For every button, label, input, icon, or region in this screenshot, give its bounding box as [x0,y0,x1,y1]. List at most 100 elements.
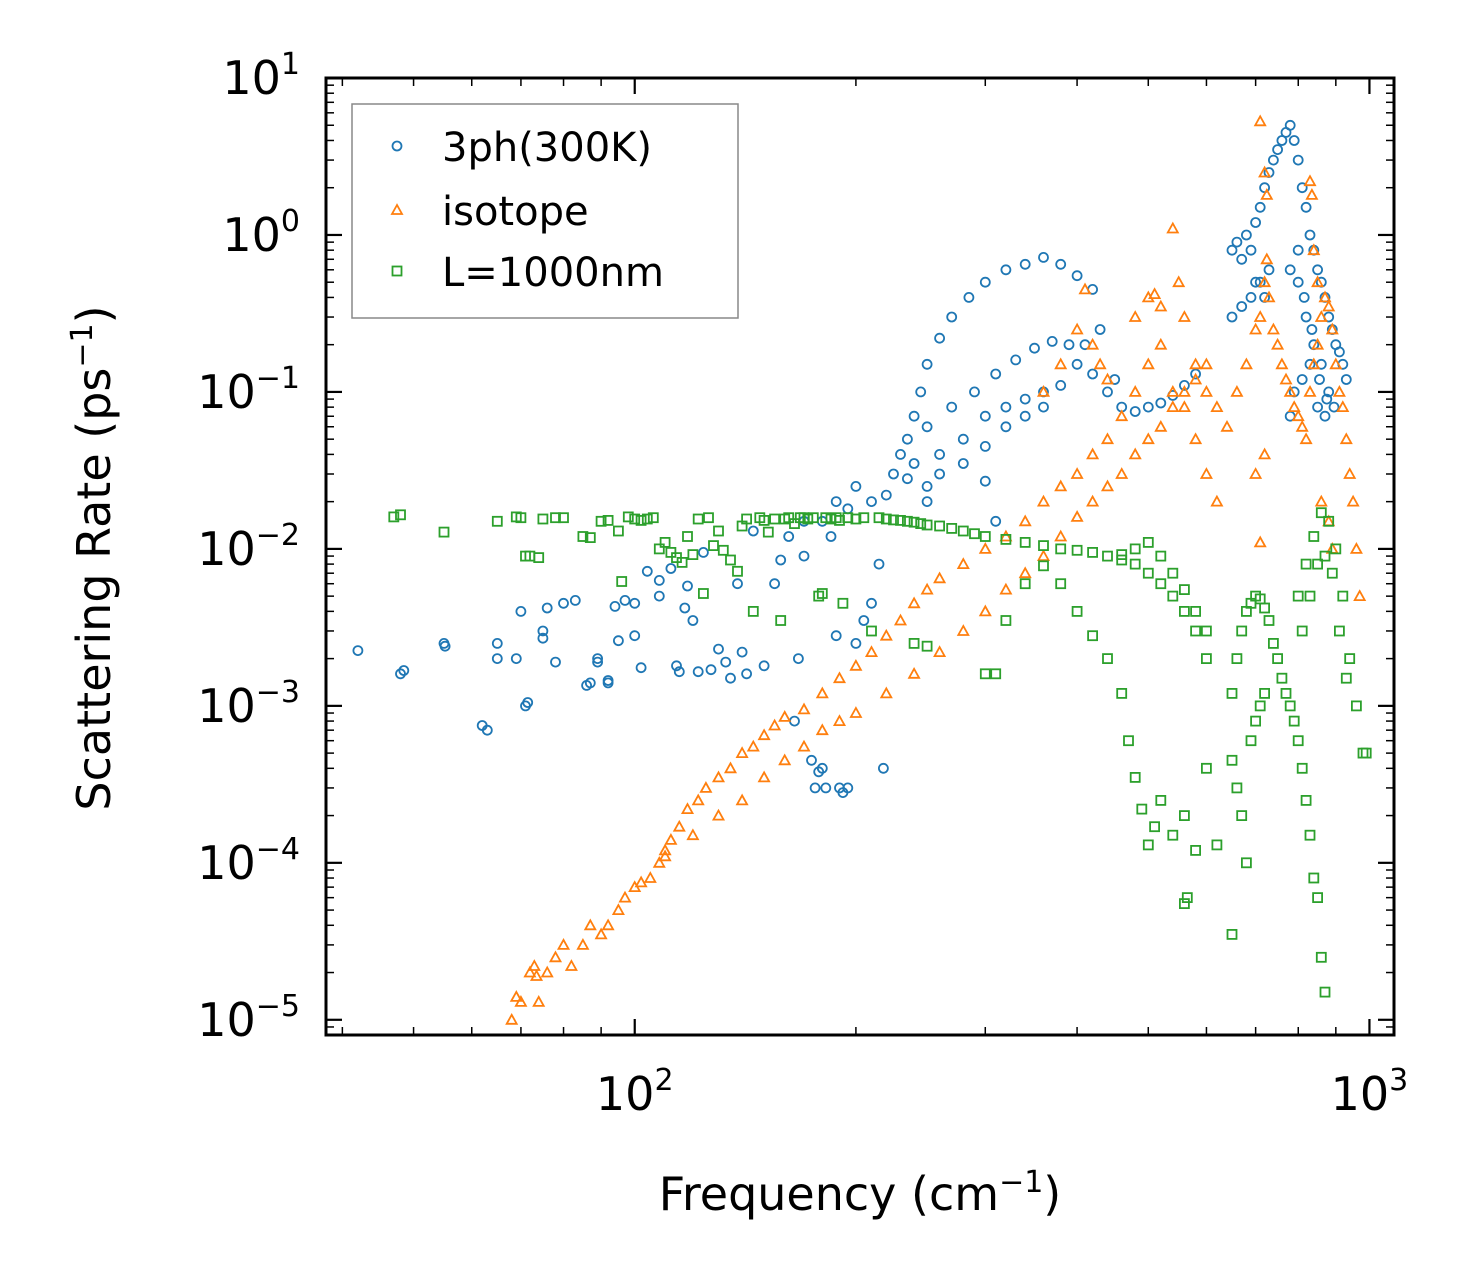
series-0-point-76 [902,433,913,445]
series-2-point-105 [1129,772,1141,783]
series-2-point-48 [789,518,800,529]
series-1-point-23 [672,819,686,832]
series-1-point-119 [1275,357,1289,370]
series-2-point-112 [1190,845,1201,856]
legend-marker-3ph [391,140,403,152]
series-1-point-7 [540,965,554,978]
series-1-point-104 [1172,275,1186,288]
series-2-point-154 [1250,715,1261,727]
series-2-point-52 [807,512,819,524]
series-0-point-13 [537,625,549,637]
series-1-point-16 [618,890,632,903]
series-0-point-49 [747,525,759,537]
series-1-point-80 [1054,529,1068,542]
legend-box [351,103,739,319]
series-0-point-139 [1245,244,1257,256]
series-1-point-71 [849,706,863,718]
series-1-point-30 [746,739,760,752]
series-1-point-89 [1177,385,1191,397]
x-tick-label-0: 102 [596,1063,674,1121]
series-2-point-101 [1087,630,1098,642]
series-0-point-181 [1321,393,1333,405]
series-2-point-92 [908,638,920,649]
series-2-point-110 [1167,829,1179,841]
series-2-point-122 [1179,584,1190,595]
series-2-point-106 [1136,803,1148,815]
series-2-point-111 [1179,810,1190,821]
series-1-point-92 [1036,385,1051,397]
series-0-point-0 [352,645,364,656]
series-1-point-0 [505,1012,519,1025]
series-2-point-170 [1312,558,1323,570]
series-0-point-52 [775,554,787,566]
series-0-point-112 [1179,379,1190,391]
series-1-point-34 [797,702,811,715]
series-0-point-185 [1296,374,1308,385]
series-2-point-70 [915,518,927,529]
series-2-point-96 [1000,615,1012,626]
series-1-point-48 [1036,494,1051,507]
series-1-point-70 [832,714,847,726]
series-1-point-137 [1343,467,1357,479]
series-1-point-139 [1349,542,1363,554]
series-2-point-89 [1179,606,1190,617]
series-0-point-87 [1055,258,1067,270]
series-2-point-169 [1304,590,1316,602]
series-2-point-65 [880,513,892,525]
series-0-point-102 [1019,393,1031,405]
series-0-point-104 [1055,379,1067,391]
series-0-point-4 [439,640,451,652]
series-2-point-109 [1155,795,1167,806]
series-0-point-148 [1284,119,1296,131]
series-1-point-107 [1199,385,1213,397]
series-2-point-133 [1263,615,1275,626]
series-1-point-123 [1291,409,1305,422]
series-1-point-29 [735,746,749,758]
series-1-point-10 [564,959,578,971]
series-1-point-25 [691,793,705,806]
y-tick-exponent: 0 [281,204,300,239]
x-tick-exponent: 2 [654,1063,673,1098]
series-1-point-39 [879,628,893,641]
data-points-layer [352,114,1372,1025]
series-0-point-164 [1226,311,1238,323]
series-0-point-38 [682,580,693,592]
series-1-point-150 [1258,447,1272,460]
y-tick-label-2: 10−3 [197,675,300,733]
series-1-point-97 [1093,357,1107,370]
series-1-point-116 [1262,290,1276,303]
series-2-point-78 [1019,537,1031,548]
series-1-point-36 [832,671,847,684]
series-2-point-30 [692,513,704,525]
series-1-point-132 [1325,322,1339,335]
series-0-point-16 [550,656,561,668]
series-1-point-76 [978,604,992,617]
series-2-point-108 [1149,821,1160,833]
series-0-point-144 [1268,154,1279,166]
series-2-point-76 [979,531,991,542]
series-2-point-87 [1155,578,1167,590]
series-2-point-24 [659,537,671,548]
series-0-point-188 [1319,410,1331,422]
series-2-point-21 [641,513,653,525]
series-2-point-51 [802,513,814,525]
legend-marker-isotope [390,203,404,215]
series-1-point-125 [1299,432,1313,445]
series-2-point-83 [1102,550,1113,562]
series-0-point-136 [1231,236,1243,248]
series-1-point-118 [1271,337,1285,350]
series-2-point-114 [1211,839,1223,851]
series-0-point-33 [653,590,665,602]
series-0-point-17 [558,597,569,609]
series-1-point-141 [1253,114,1267,127]
series-2-point-43 [762,526,774,538]
series-2-point-172 [1326,567,1338,579]
series-2-point-107 [1142,839,1154,851]
series-1-point-149 [1253,535,1267,548]
series-1-point-55 [1141,357,1155,370]
series-0-point-71 [873,558,885,570]
series-0-point-8 [491,653,503,664]
series-1-point-3 [523,965,537,978]
series-0-point-122 [1094,324,1106,335]
x-tick-exponent: 3 [1389,1063,1408,1098]
